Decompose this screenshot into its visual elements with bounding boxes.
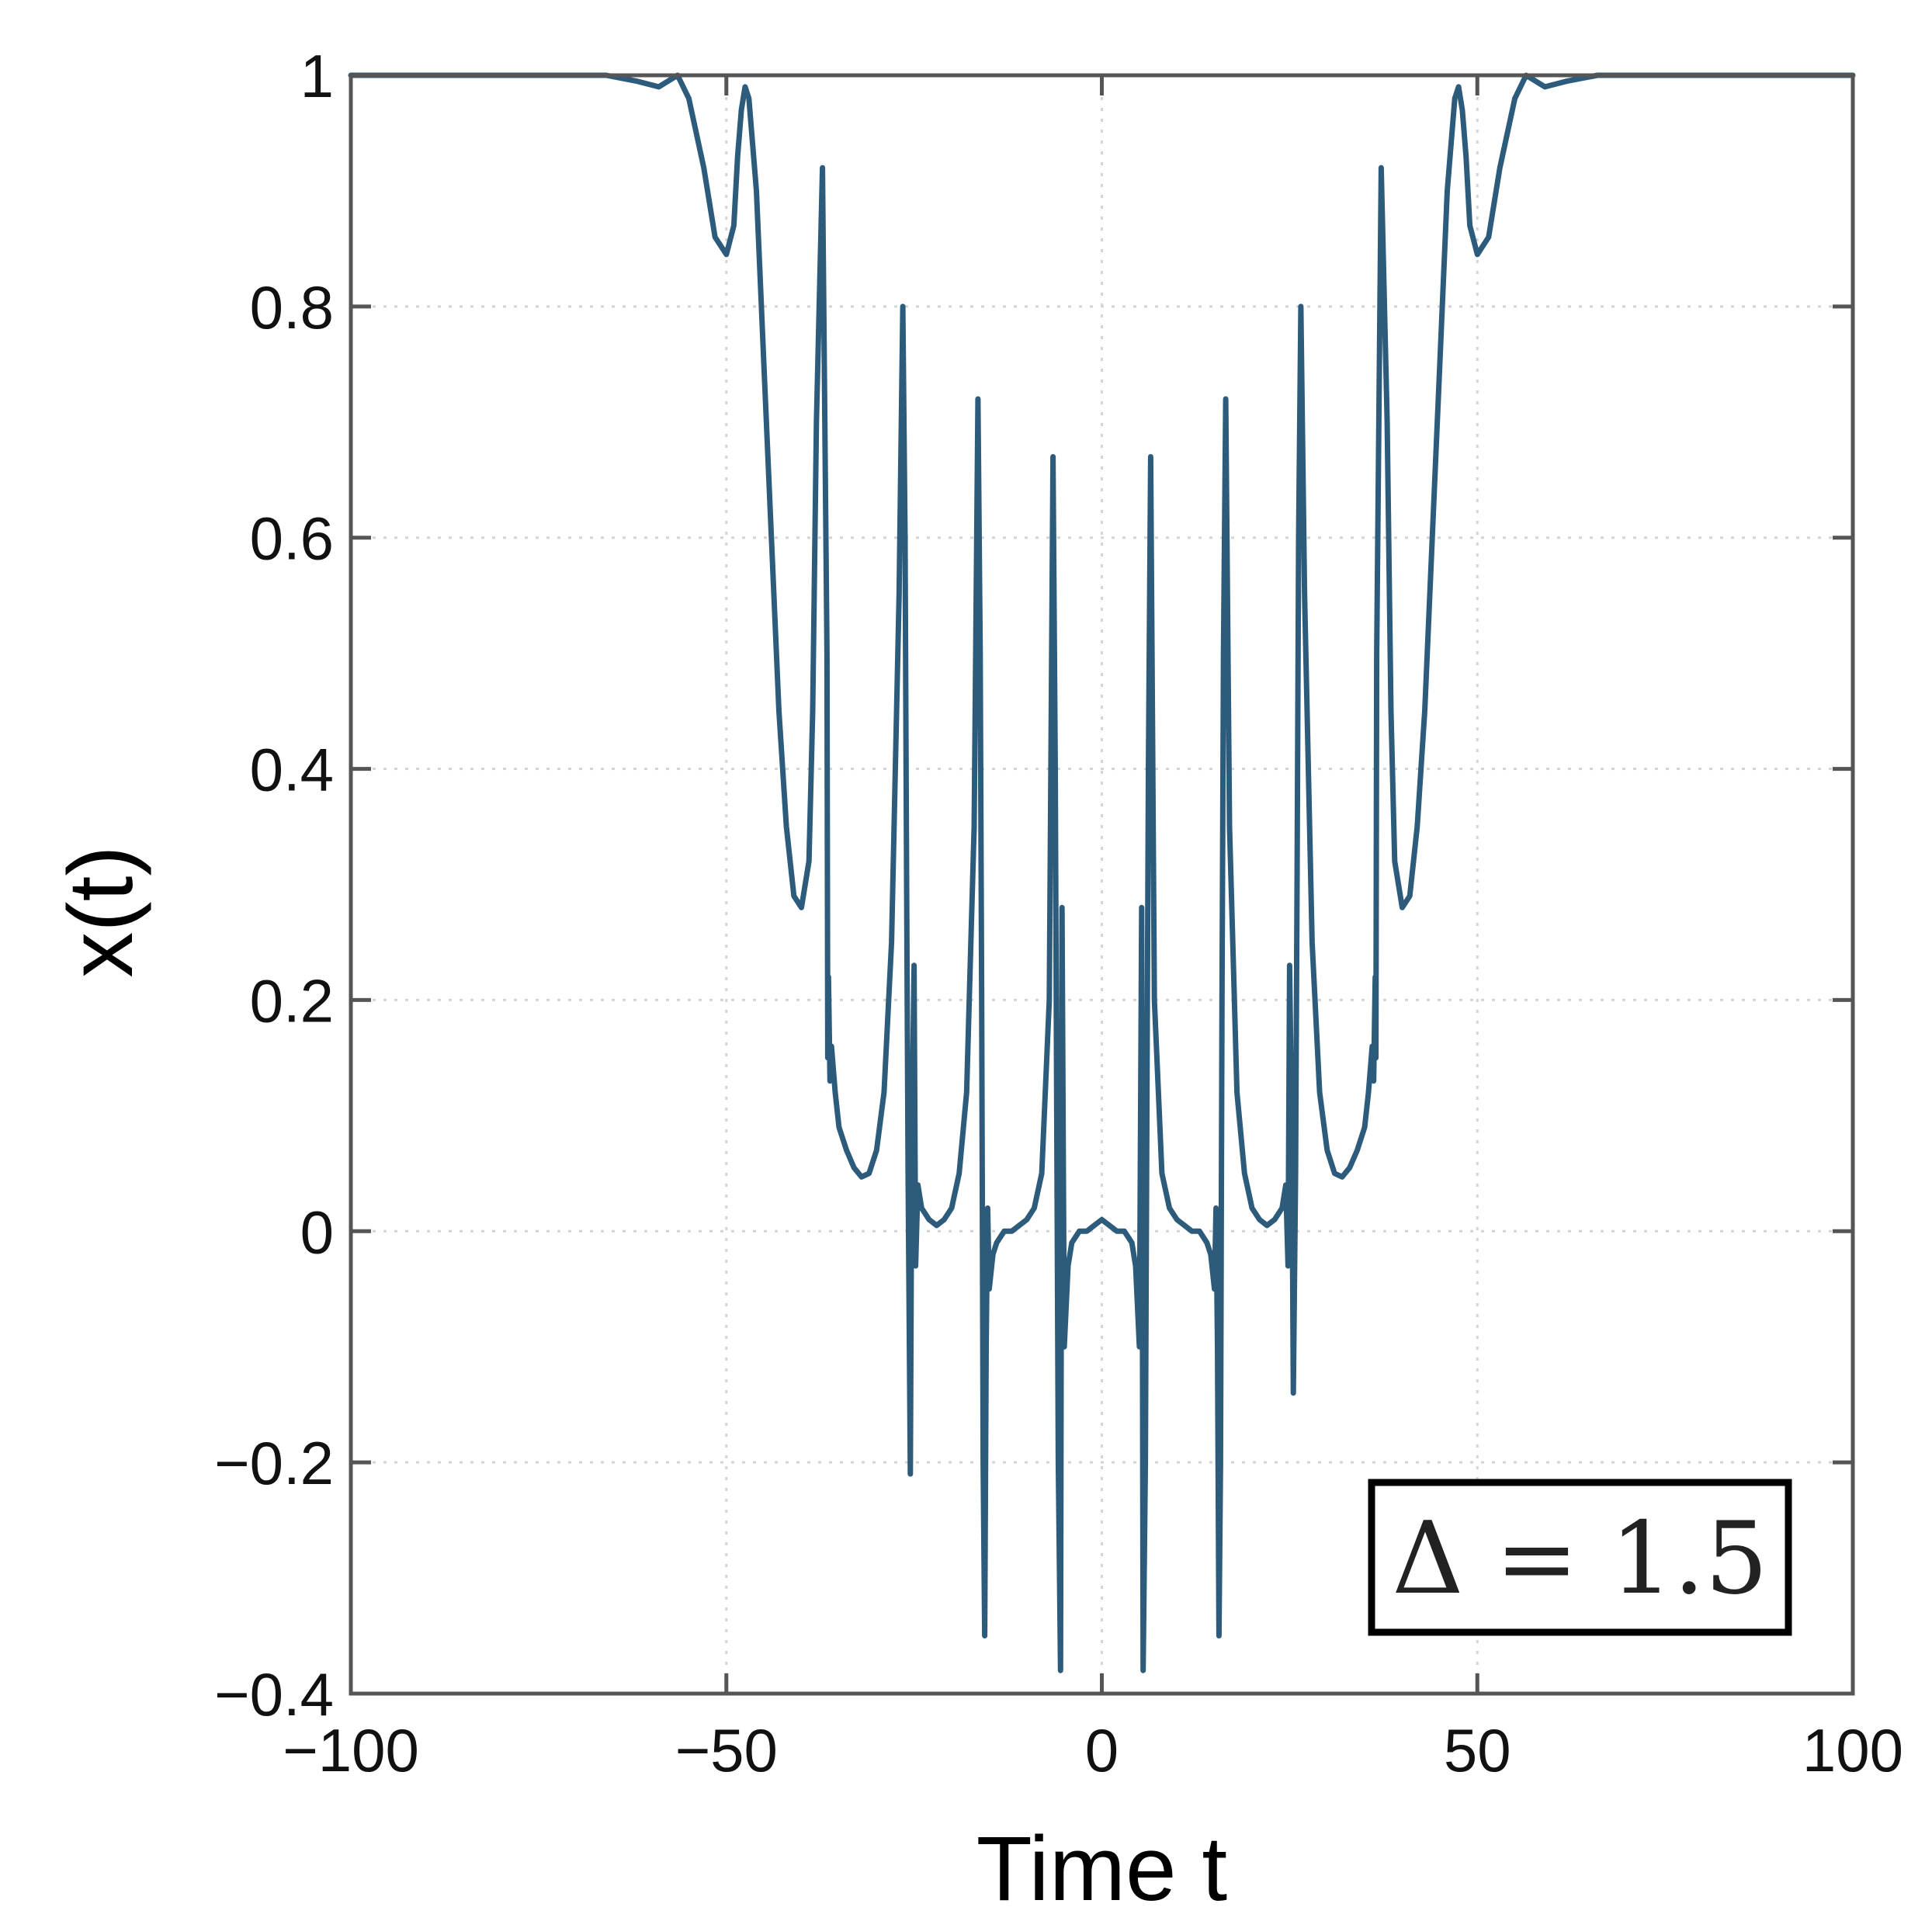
x-tick-label: 0 — [1085, 1716, 1119, 1784]
y-tick-label: 0.6 — [250, 505, 334, 573]
y-tick-label: −0.4 — [214, 1660, 334, 1729]
y-axis-label: x(t) — [50, 845, 152, 977]
x-axis-label: Time t — [976, 1818, 1227, 1920]
y-tick-label: −0.2 — [214, 1429, 334, 1497]
annotation-text: Δ = 1.5 — [1392, 1501, 1768, 1617]
y-tick-label: 0.2 — [250, 966, 334, 1035]
tick-layer — [349, 73, 1855, 1696]
y-tick-label: 1 — [300, 42, 334, 110]
x-tick-label: 100 — [1802, 1716, 1903, 1784]
label-layer: −100 −50 0 50 100 −0.4 −0.2 0 0.2 0.4 0.6 0.8 1 — [214, 42, 1903, 1784]
x-tick-label: 50 — [1444, 1716, 1511, 1784]
y-tick-label: 0.8 — [250, 273, 334, 342]
plot-frame — [349, 73, 1855, 1696]
grid-layer — [351, 75, 1853, 1694]
x-tick-label: −100 — [283, 1716, 419, 1784]
x-tick-label: −50 — [675, 1716, 778, 1784]
annotation-frame — [1368, 1479, 1792, 1636]
y-tick-label: 0.4 — [250, 736, 334, 804]
y-tick-label: 0 — [300, 1198, 334, 1266]
annotation-box: Δ = 1.5 — [1368, 1479, 1792, 1636]
series-layer — [348, 72, 1856, 1673]
series-line — [348, 72, 1856, 1673]
